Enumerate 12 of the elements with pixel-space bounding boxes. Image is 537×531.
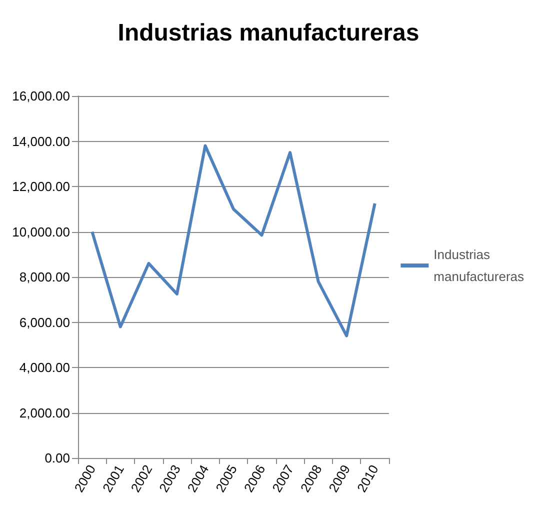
y-tick-label: 4,000.00 (19, 360, 70, 375)
y-tick-label: 8,000.00 (19, 270, 70, 284)
legend-label: Industrias manufactureras (434, 247, 524, 284)
y-tick-label: 6,000.00 (19, 314, 70, 330)
y-tick-label: 16,000.00 (12, 88, 70, 104)
y-tick-label: 12,000.00 (12, 179, 70, 194)
y-tick-label: 0.00 (44, 450, 70, 466)
line-series (90, 144, 376, 338)
y-tick-label: 14,000.00 (12, 134, 70, 149)
chart-title: Industrias manufactureras (118, 20, 420, 46)
y-tick-label: 2,000.00 (19, 405, 70, 420)
y-tick-label: 10,000.00 (12, 224, 70, 240)
